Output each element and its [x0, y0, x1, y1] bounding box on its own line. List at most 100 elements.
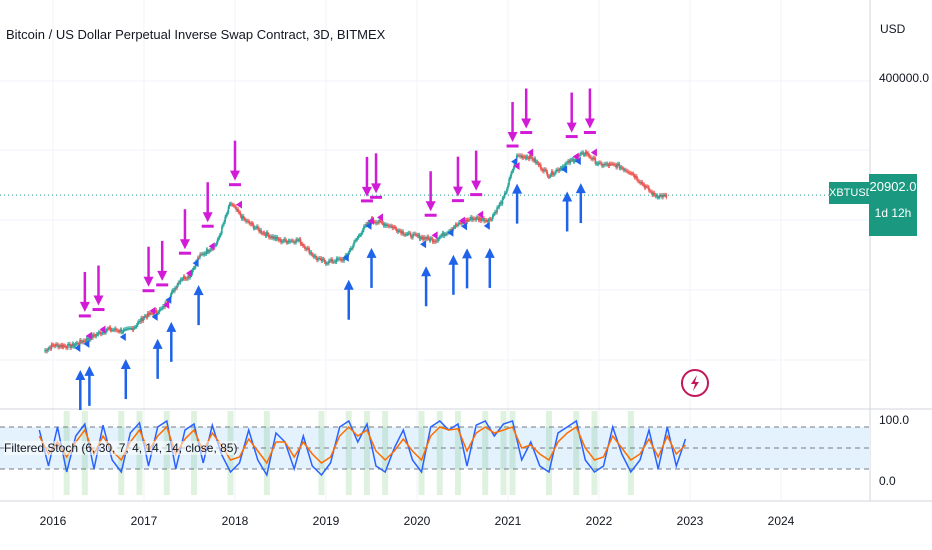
candle-body [537, 163, 540, 166]
candle-body [584, 151, 587, 155]
candle-body [272, 236, 275, 239]
candle-body [521, 155, 523, 159]
candle-body [439, 236, 442, 238]
buy-triangle [83, 339, 90, 348]
candle-body [328, 260, 330, 264]
stoch-tick-label-top: 100.0 [879, 413, 909, 427]
candle-body [129, 328, 131, 330]
candle-body [395, 228, 398, 231]
candle-body [179, 279, 182, 283]
buy-arrow-head [421, 266, 432, 277]
candle-body [510, 172, 513, 177]
candle-body [115, 328, 117, 331]
candle-body [117, 330, 119, 332]
candle-body [507, 184, 509, 189]
candle-body [546, 171, 549, 176]
buy-arrow-head [193, 285, 204, 296]
candle-body [151, 313, 153, 315]
sell-arrow-head [157, 270, 168, 281]
buy-arrow-head [84, 365, 95, 376]
candle-body [467, 219, 470, 221]
buy-triangle [574, 157, 581, 166]
candle-body [238, 212, 241, 214]
candle-body [305, 248, 307, 250]
candle-body [517, 155, 519, 157]
candle-body [224, 216, 226, 222]
buy-triangle [342, 253, 349, 262]
candle-body [99, 332, 102, 335]
candle-body [532, 159, 534, 161]
candle-body [581, 152, 584, 154]
candle-body [294, 242, 296, 244]
candle-body [93, 334, 95, 336]
candle-body [340, 258, 342, 261]
candle-body [229, 203, 232, 205]
candle-body [246, 220, 248, 222]
buy-arrow-head [462, 248, 473, 259]
sell-arrow-head [584, 118, 595, 129]
candle-body [170, 291, 173, 295]
candle-body [234, 206, 236, 208]
candle-body [286, 242, 289, 244]
buy-arrow-head [562, 191, 573, 202]
candle-body [574, 158, 577, 161]
stoch-highlight [382, 411, 389, 495]
candle-body [221, 226, 223, 234]
candle-body [257, 226, 259, 229]
candle-body [653, 192, 656, 195]
candle-body [485, 219, 487, 221]
candle-body [173, 289, 175, 292]
candle-body [465, 219, 468, 222]
indicator-legend[interactable]: Filtered Stoch (6, 30, 7, 4, 14, 14, clo… [4, 441, 238, 455]
chart-title: Bitcoin / US Dollar Perpetual Inverse Sw… [6, 27, 386, 42]
candle-body [187, 275, 189, 279]
candle-body [178, 282, 181, 284]
sell-triangle [99, 325, 106, 334]
buy-triangle [151, 312, 158, 321]
candle-body [280, 238, 282, 243]
candle-body [72, 343, 75, 347]
candle-body [218, 235, 221, 238]
candle-body [495, 211, 497, 213]
candle-body [364, 225, 366, 227]
candle-body [320, 258, 323, 261]
candle-body [86, 337, 89, 340]
candle-body [619, 167, 622, 169]
candle-body [237, 209, 240, 213]
candle-body [384, 224, 387, 226]
candle-body [82, 340, 85, 343]
candle-body [200, 254, 202, 256]
candle-body [51, 344, 54, 346]
candle-body [614, 164, 616, 166]
candle-body [100, 333, 103, 335]
lightning-bolt-icon [681, 369, 709, 397]
buy-arrow-head [366, 247, 377, 258]
candle-body [403, 234, 406, 236]
candle-body [498, 204, 501, 208]
stoch-highlight [591, 411, 598, 495]
candle-body [130, 327, 133, 329]
candle-body [202, 253, 205, 255]
candle-body [277, 238, 280, 241]
candle-body [300, 243, 303, 245]
candle-body [230, 203, 233, 205]
candle-body [459, 222, 461, 224]
candle-body [201, 253, 204, 255]
candle-body [505, 192, 507, 194]
candle-body [566, 162, 568, 164]
candle-body [333, 261, 336, 263]
candle-body [644, 186, 647, 188]
candle-body [266, 232, 269, 235]
candle-body [563, 164, 566, 168]
sell-arrow-head [452, 186, 463, 197]
stoch-highlight [345, 411, 352, 495]
sell-triangle [163, 300, 170, 309]
candle-body [525, 156, 528, 159]
candle-body [127, 328, 129, 330]
candle-body [381, 222, 384, 224]
candle-body [615, 164, 617, 168]
candle-body [84, 340, 87, 342]
candle-body [330, 259, 332, 261]
candle-body [413, 233, 415, 235]
candle-body [415, 234, 418, 236]
